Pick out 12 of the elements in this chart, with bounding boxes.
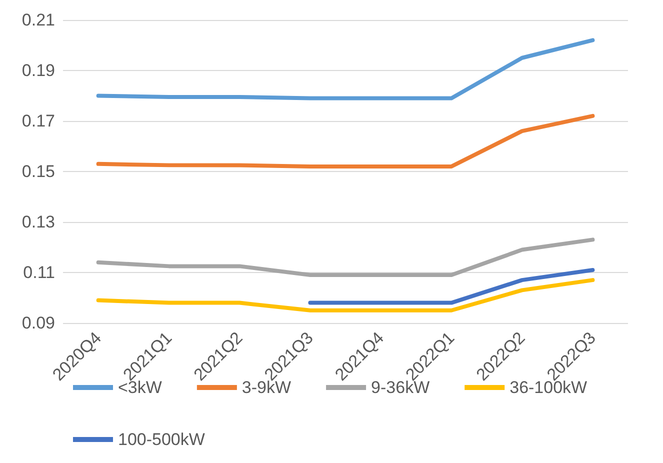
y-tick-label: 0.13 <box>22 212 55 232</box>
y-tick-label: 0.19 <box>22 61 55 80</box>
y-tick-label: 0.09 <box>22 314 55 332</box>
line-series <box>96 238 595 278</box>
legend-label: 100-500kW <box>118 430 205 449</box>
line-series <box>96 38 595 100</box>
line-series <box>96 278 595 312</box>
y-tick-label: 0.15 <box>22 162 55 181</box>
y-tick-label: 0.17 <box>22 112 55 130</box>
y-tick-label: 0.21 <box>22 10 55 30</box>
line-series <box>96 114 595 168</box>
y-tick-label: 0.11 <box>23 263 55 282</box>
